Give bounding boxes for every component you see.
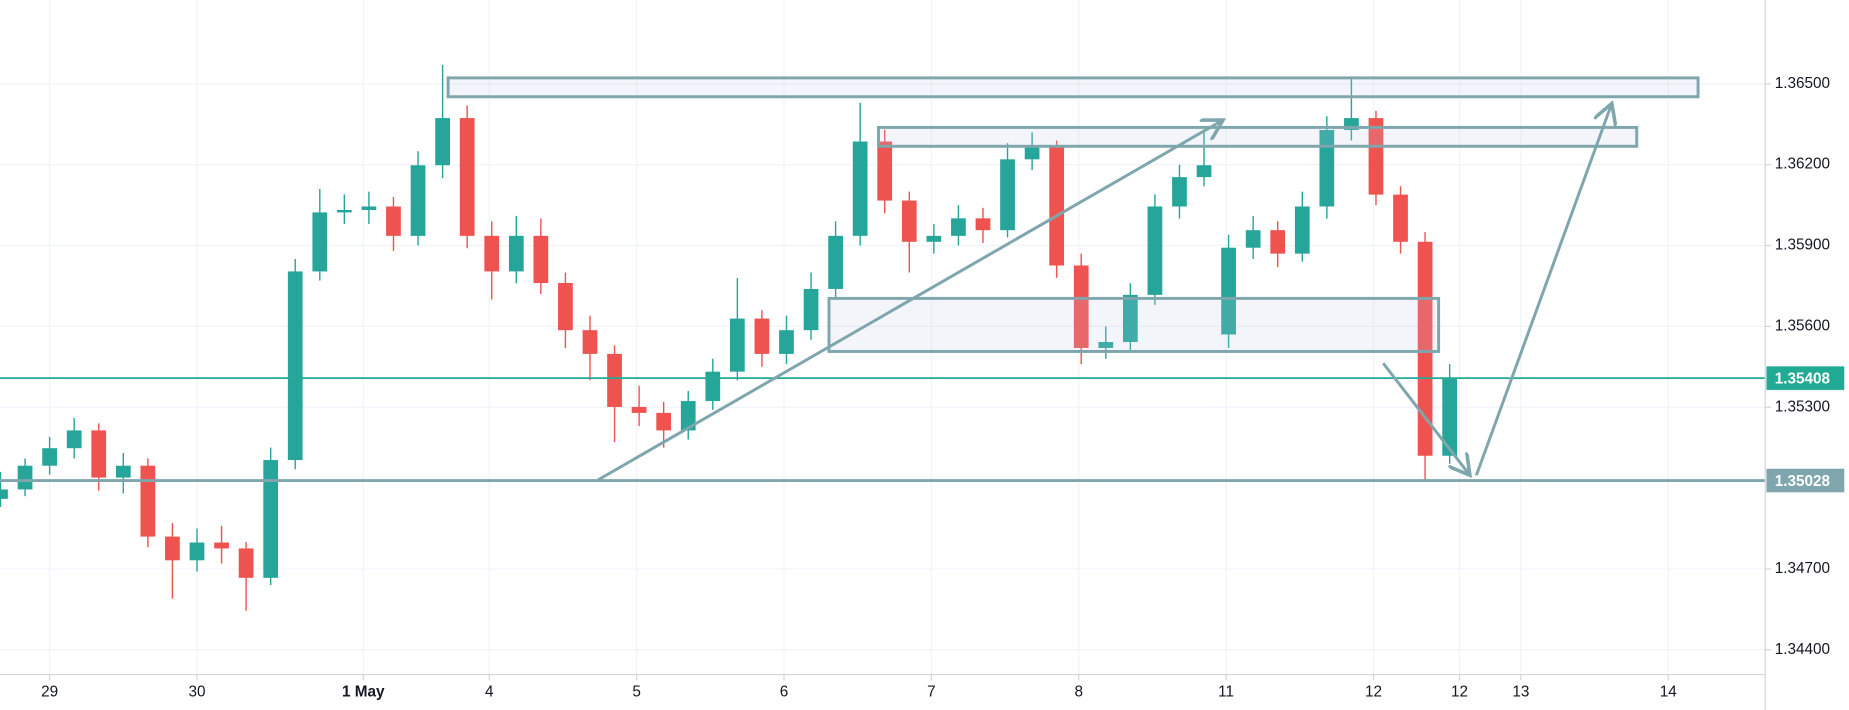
x-tick-label: 8 (1075, 683, 1084, 700)
price-label-box (1766, 366, 1845, 390)
candle-body (1344, 118, 1359, 130)
candle-body (508, 235, 524, 272)
x-tick-label: 5 (632, 683, 641, 700)
candle-body (607, 353, 622, 407)
candle-body (705, 371, 721, 402)
x-tick-label: 30 (188, 683, 205, 700)
candle-body (214, 542, 229, 549)
candle-body (336, 209, 352, 213)
candles (0, 65, 1766, 611)
price-label: 1.35028 (1775, 473, 1831, 490)
candle-body (729, 318, 745, 372)
candle-body (1270, 230, 1286, 254)
candle-body (165, 536, 180, 561)
candle-body (533, 235, 549, 284)
projection-arrow (1474, 106, 1610, 476)
price-label-box (1766, 468, 1845, 493)
candle-body (803, 288, 819, 331)
candle-body (312, 212, 328, 272)
candle-body (115, 465, 131, 478)
candle-body (1147, 206, 1163, 295)
resistance-zone (877, 125, 1639, 148)
candle-body (263, 460, 279, 578)
candle-body (779, 330, 794, 354)
candle-body (1393, 194, 1408, 242)
y-tick-label: 1.35300 (1775, 398, 1830, 415)
candle-body (66, 430, 82, 449)
candle-body (459, 118, 475, 236)
candle-body (140, 465, 156, 537)
candle-body (852, 141, 868, 236)
y-tick-label: 1.35600 (1775, 317, 1830, 334)
candle-body (410, 165, 426, 236)
y-tick-label: 1.36500 (1775, 75, 1830, 92)
candle-body (1000, 159, 1015, 231)
candle-body (42, 448, 57, 466)
candle-body (558, 283, 573, 331)
y-tick-label: 1.36200 (1775, 156, 1830, 173)
candle-body (680, 401, 696, 431)
candle-body (17, 465, 33, 490)
candle-body (238, 548, 254, 578)
x-tick-label: 13 (1512, 683, 1529, 700)
x-tick-label: 12 (1451, 683, 1468, 700)
candle-body (1294, 206, 1310, 254)
candle-body (1368, 118, 1384, 195)
price-label: 1.35408 (1775, 370, 1831, 387)
candle-body (1417, 241, 1433, 456)
candle-body (1319, 129, 1335, 207)
candle-body (435, 118, 450, 166)
candle-body (975, 218, 991, 231)
candle-body (1442, 378, 1458, 456)
x-tick-label: 1 May (342, 683, 385, 700)
support-zone (827, 296, 1441, 353)
y-tick-label: 1.34400 (1775, 641, 1830, 658)
x-tick-label: 7 (927, 683, 936, 700)
candle-body (582, 330, 598, 354)
candle-body (91, 430, 107, 478)
y-tick-label: 1.35900 (1775, 237, 1830, 254)
candle-body (484, 235, 500, 272)
candle-body (1024, 147, 1040, 160)
candle-body (287, 271, 303, 461)
candle-body (386, 206, 401, 236)
drawings (446, 76, 1700, 482)
x-tick-label: 29 (41, 683, 58, 700)
y-tick-label: 1.34700 (1775, 560, 1830, 577)
resistance-zone (446, 76, 1700, 99)
candle-body (656, 412, 672, 431)
candle-body (631, 406, 647, 413)
candle-body (1049, 147, 1065, 266)
candle-body (1245, 230, 1261, 248)
candle-body (189, 542, 205, 561)
trend-line (597, 122, 1221, 482)
candle-body (1122, 294, 1138, 343)
candle-body (361, 206, 377, 210)
x-tick-label: 4 (485, 683, 494, 700)
x-tick-label: 6 (780, 683, 789, 700)
candle-body (1172, 177, 1187, 207)
candle-body (1196, 165, 1212, 178)
candle-body (901, 200, 917, 242)
x-tick-label: 11 (1218, 683, 1234, 700)
candle-body (1098, 342, 1114, 348)
x-tick-label: 14 (1660, 683, 1678, 700)
candle-body (1221, 247, 1236, 335)
candle-body (0, 489, 8, 499)
candle-body (828, 235, 843, 289)
candle-body (754, 318, 770, 354)
candle-body (1073, 265, 1089, 348)
candle-body (951, 218, 966, 236)
candle-body (926, 235, 942, 242)
projection-arrow (1382, 362, 1468, 473)
candle-body (877, 141, 893, 201)
x-tick-label: 12 (1365, 683, 1382, 700)
